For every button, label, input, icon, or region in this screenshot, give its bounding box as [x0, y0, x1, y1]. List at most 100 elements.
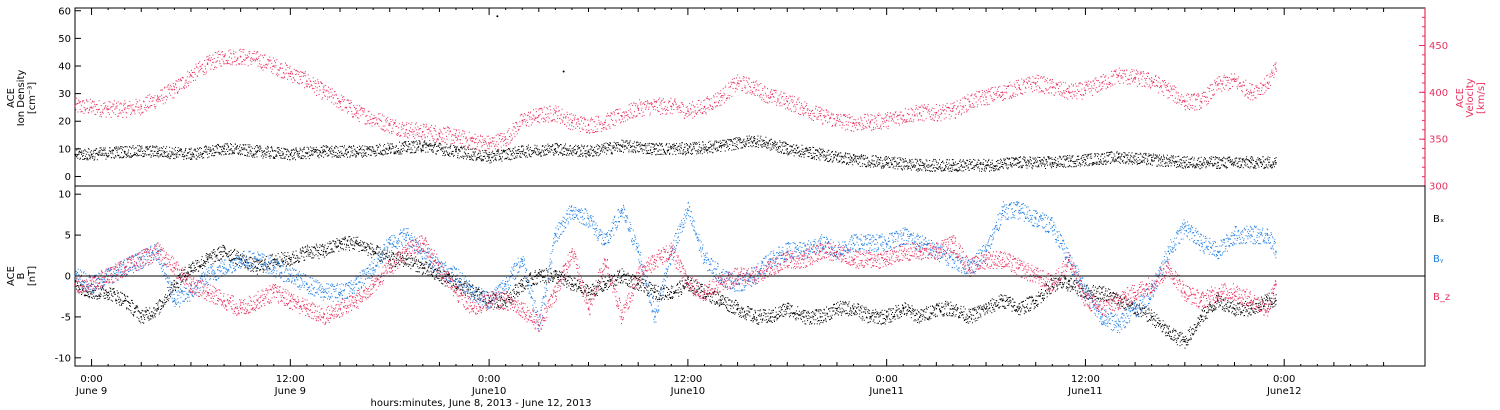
by-point — [471, 291, 474, 294]
bx-point — [1275, 299, 1277, 302]
x-tick-time: 0:00 — [80, 374, 102, 385]
by-scatter — [75, 201, 1277, 334]
velocity-point — [952, 110, 954, 112]
x-tick-date: June 9 — [75, 386, 107, 397]
by-point — [1250, 234, 1252, 236]
bx-point — [107, 291, 109, 294]
top-series-layer — [74, 15, 1277, 172]
bottom-left-axis: -10 -5 0 5 10 — [55, 190, 81, 364]
ion-density-spike-point — [562, 70, 565, 73]
x-tick-time: 0:00 — [875, 374, 897, 385]
bz-series — [74, 235, 1277, 332]
bx-point — [272, 258, 275, 261]
velocity-point — [339, 100, 341, 103]
legend-by: Bᵧ — [1433, 254, 1444, 265]
by-point — [803, 250, 805, 253]
ion-density-point — [554, 148, 557, 150]
bz-point — [935, 250, 938, 253]
bz-point — [488, 299, 490, 302]
velocity-point — [1167, 89, 1170, 92]
bz-point — [405, 250, 408, 253]
by-point — [852, 242, 855, 245]
by-point — [1275, 250, 1277, 253]
ion-density-point — [455, 150, 457, 153]
velocity-scatter — [75, 48, 1277, 151]
velocity-point — [852, 122, 855, 125]
bx-point — [935, 307, 938, 310]
bx-point — [422, 267, 424, 269]
x-tick-time: 12:00 — [673, 374, 702, 385]
by-point — [1034, 217, 1037, 220]
bx-point — [869, 316, 871, 318]
bz-point — [1200, 299, 1203, 302]
by-point — [885, 242, 888, 245]
by-point — [1084, 291, 1087, 294]
bz-point — [1117, 299, 1120, 302]
velocity-point — [836, 119, 838, 122]
velocity-point — [1200, 100, 1203, 103]
by-point — [372, 267, 374, 269]
bx-point — [852, 307, 855, 310]
bx-point — [521, 283, 524, 285]
velocity-point — [123, 108, 126, 110]
top-right-axis-label: ACE Velocity [km/s] — [1455, 78, 1487, 117]
bx-point — [1150, 316, 1153, 318]
ion-density-point — [885, 161, 888, 164]
by-point — [306, 283, 308, 285]
ion-density-point — [1217, 161, 1219, 164]
bz-point — [902, 250, 905, 253]
ion-density-point — [852, 159, 855, 161]
velocity-point — [372, 117, 374, 120]
bz-point — [1167, 267, 1170, 269]
by-point — [869, 242, 871, 245]
ion-density-spikes — [496, 15, 565, 73]
bx-point — [223, 250, 225, 253]
bz-point — [968, 267, 971, 269]
ion-density-point — [157, 150, 159, 153]
x-tick-date: June10 — [471, 386, 507, 397]
bx-point — [670, 291, 673, 294]
ion-density-point — [388, 148, 391, 150]
bz-point — [819, 250, 822, 253]
bz-point — [206, 291, 209, 294]
bx-point — [140, 316, 143, 318]
velocity-point — [885, 119, 888, 122]
bz-point — [587, 307, 590, 310]
velocity-point — [438, 132, 441, 135]
ion-density-scatter — [75, 135, 1277, 172]
bz-point — [670, 250, 673, 253]
bx-point — [1200, 316, 1203, 318]
ion-density-point — [952, 164, 954, 167]
velocity-point — [239, 55, 242, 58]
ion-density-point — [1150, 159, 1153, 161]
velocity-point — [306, 80, 308, 82]
velocity-point — [587, 124, 590, 126]
velocity-point — [1250, 91, 1252, 94]
velocity-point — [1134, 77, 1136, 80]
bz-point — [571, 250, 573, 253]
top-right-tick-label: 450 — [1429, 41, 1448, 52]
by-point — [703, 258, 706, 261]
bz-point — [653, 258, 656, 261]
bz-point — [620, 316, 623, 318]
velocity-point — [256, 58, 259, 61]
bz-point — [869, 258, 871, 261]
bz-point — [786, 258, 789, 261]
bz-point — [471, 307, 474, 310]
bz-point — [720, 283, 722, 285]
by-point — [504, 283, 507, 285]
bx-point — [1001, 299, 1004, 302]
top-left-tick-label: 40 — [58, 62, 71, 73]
velocity-point — [703, 105, 706, 108]
by-point — [637, 250, 639, 253]
top-right-label-line3: [km/s] — [1476, 82, 1487, 114]
top-right-axis: 300 350 400 450 — [1419, 8, 1448, 193]
panel-top-frame — [74, 7, 1426, 187]
bx-point — [571, 283, 573, 285]
bx-point — [173, 283, 176, 285]
by-point — [173, 299, 176, 302]
bx-point — [985, 307, 987, 310]
bz-point — [1018, 267, 1020, 269]
